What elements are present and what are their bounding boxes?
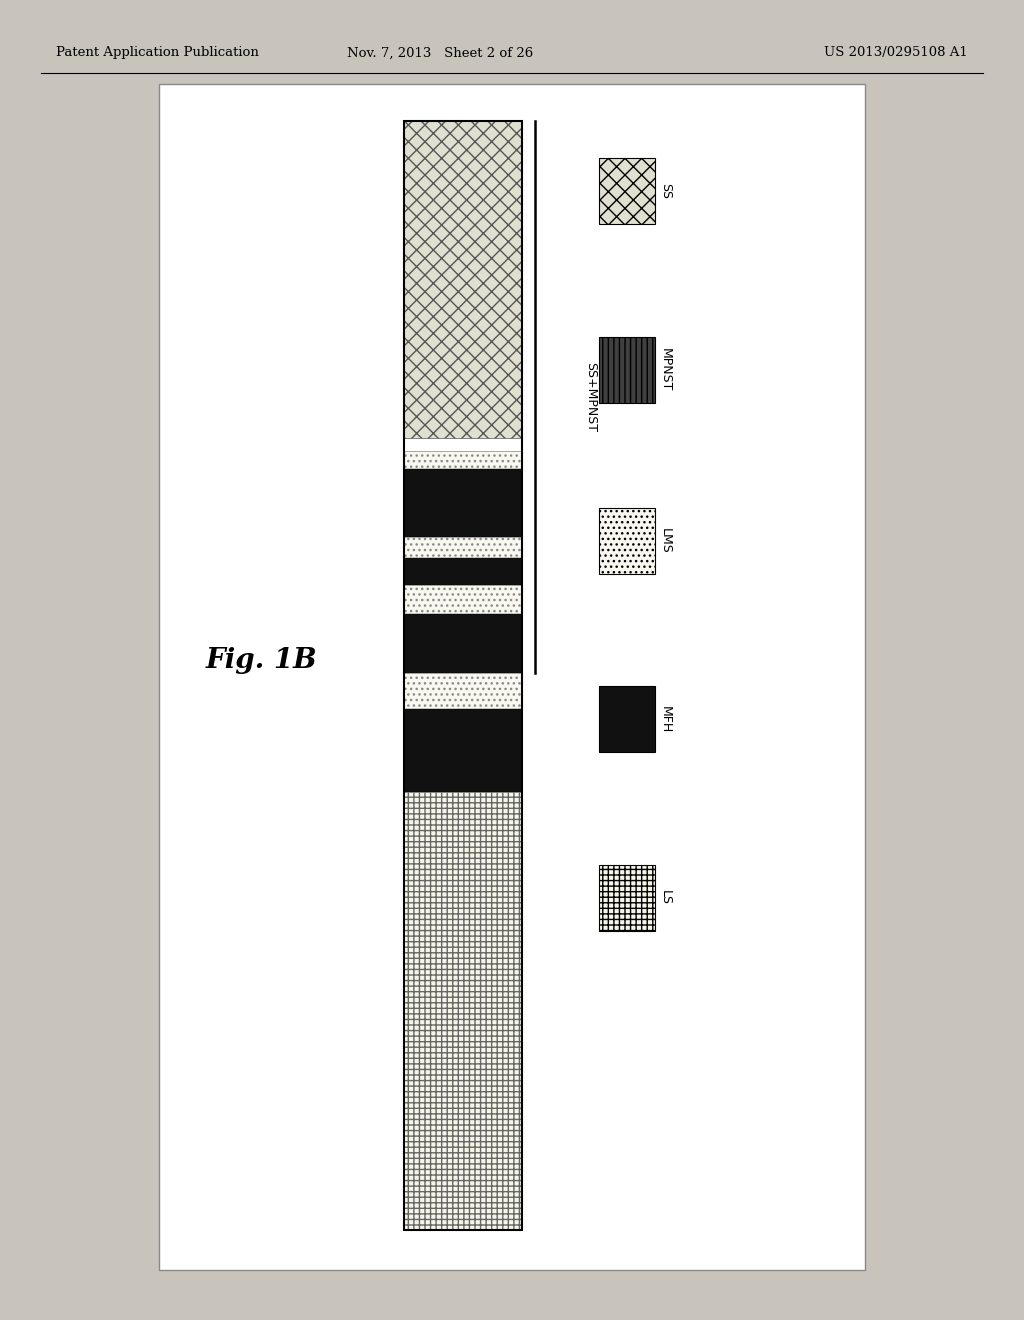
Bar [599, 158, 655, 224]
Bar [404, 614, 522, 673]
Text: Patent Application Publication: Patent Application Publication [56, 46, 259, 59]
Text: US 2013/0295108 A1: US 2013/0295108 A1 [824, 46, 968, 59]
Bar [404, 469, 522, 537]
Bar [404, 558, 522, 585]
Text: Fig. 1B: Fig. 1B [205, 647, 317, 673]
Bar [404, 451, 522, 469]
Bar [404, 121, 522, 438]
Text: LS: LS [659, 890, 672, 906]
Text: LMS: LMS [659, 528, 672, 554]
Bar [404, 121, 522, 1230]
Text: MPNST: MPNST [659, 348, 672, 391]
Bar [599, 508, 655, 574]
Bar [159, 84, 865, 1270]
Bar [404, 537, 522, 558]
Bar [599, 686, 655, 752]
Text: SS: SS [659, 183, 672, 199]
Bar [599, 337, 655, 403]
Bar [404, 709, 522, 792]
Bar [599, 865, 655, 931]
Text: SS+MPNST: SS+MPNST [585, 362, 597, 433]
Text: MFH: MFH [659, 706, 672, 733]
Bar [404, 673, 522, 709]
Bar [404, 585, 522, 614]
Bar [404, 792, 522, 1230]
Text: Nov. 7, 2013   Sheet 2 of 26: Nov. 7, 2013 Sheet 2 of 26 [347, 46, 534, 59]
